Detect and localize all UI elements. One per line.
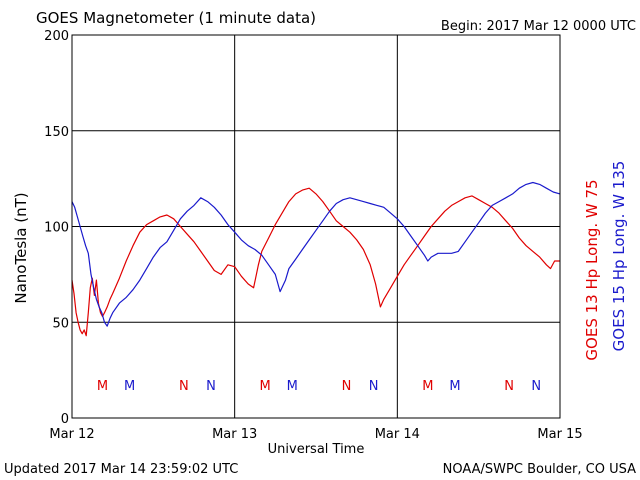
series-goes15-line bbox=[71, 181, 561, 327]
marker-n: N bbox=[342, 379, 352, 394]
x-tick-labels: Mar 12 Mar 13 Mar 14 Mar 15 bbox=[49, 427, 582, 442]
y-tick-label: 50 bbox=[52, 316, 69, 331]
x-axis-label: Universal Time bbox=[268, 442, 365, 457]
grid-lines bbox=[72, 35, 560, 418]
begin-time: Begin: 2017 Mar 12 0000 UTC bbox=[441, 19, 636, 34]
updated-time: Updated 2017 Mar 14 23:59:02 UTC bbox=[4, 462, 238, 477]
y-tick-label: 0 bbox=[61, 412, 69, 427]
y-axis-label: NanoTesla (nT) bbox=[12, 192, 30, 303]
y-tick-label: 200 bbox=[44, 29, 69, 44]
x-tick-label: Mar 14 bbox=[375, 427, 420, 442]
x-tick-label: Mar 13 bbox=[212, 427, 257, 442]
marker-m: M bbox=[124, 379, 135, 394]
marker-n: N bbox=[206, 379, 216, 394]
marker-m: M bbox=[97, 379, 108, 394]
y-tick-labels: 0 50 100 150 200 bbox=[44, 29, 69, 427]
legend-goes15: GOES 15 Hp Long. W 135 bbox=[610, 161, 628, 352]
marker-m: M bbox=[287, 379, 298, 394]
data-series bbox=[71, 181, 561, 337]
marker-n: N bbox=[531, 379, 541, 394]
marker-m: M bbox=[422, 379, 433, 394]
series-goes13-line bbox=[71, 187, 560, 337]
y-tick-label: 150 bbox=[44, 125, 69, 140]
legend-goes13: GOES 13 Hp Long. W 75 bbox=[583, 179, 601, 360]
marker-m: M bbox=[260, 379, 271, 394]
marker-n: N bbox=[504, 379, 514, 394]
marker-m: M bbox=[449, 379, 460, 394]
y-tick-label: 100 bbox=[44, 221, 69, 236]
credit: NOAA/SWPC Boulder, CO USA bbox=[443, 462, 636, 477]
x-tick-label: Mar 15 bbox=[537, 427, 582, 442]
x-tick-label: Mar 12 bbox=[49, 427, 94, 442]
marker-n: N bbox=[179, 379, 189, 394]
chart-title: GOES Magnetometer (1 minute data) bbox=[36, 9, 316, 27]
plot-frame bbox=[71, 34, 561, 419]
marker-n: N bbox=[369, 379, 379, 394]
